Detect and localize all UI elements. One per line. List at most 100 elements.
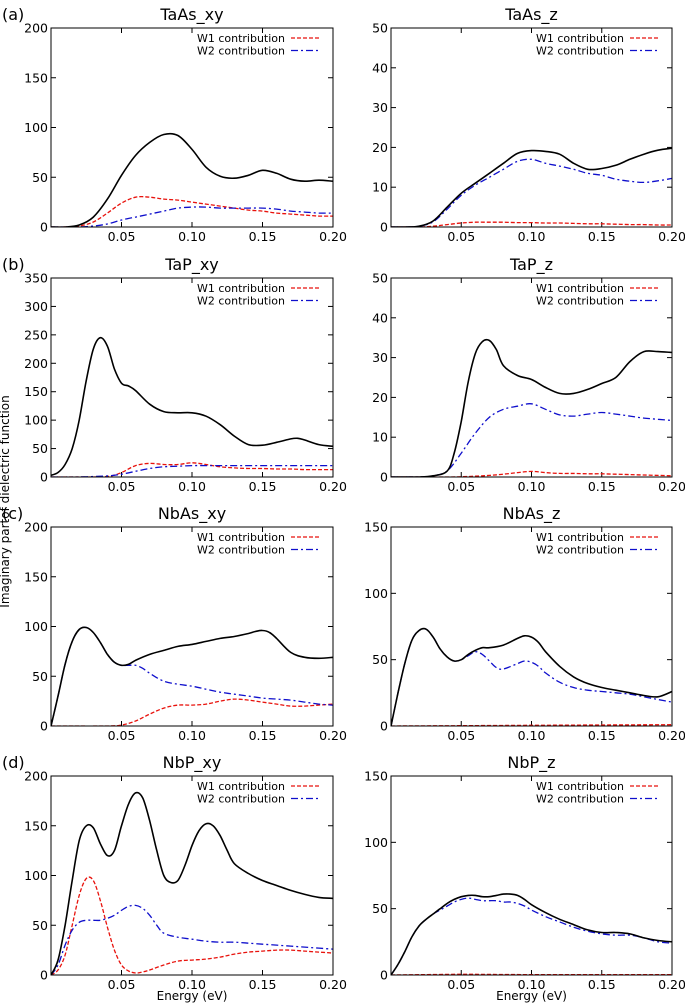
x-tick-label: 0.10 <box>178 728 206 743</box>
y-tick-label: 0 <box>40 470 48 485</box>
x-tick-label: 0.05 <box>108 728 136 743</box>
x-tick-label: 0.20 <box>319 479 347 494</box>
panel-title: NbAs_z <box>503 504 561 524</box>
y-tick-label: 50 <box>32 170 48 185</box>
x-tick-label: 0.05 <box>108 977 136 992</box>
y-tick-label: 350 <box>24 271 48 286</box>
panel-title: NbAs_xy <box>158 504 226 524</box>
y-tick-label: 50 <box>32 918 48 933</box>
x-tick-label: 0.05 <box>447 479 475 494</box>
y-tick-label: 100 <box>364 586 388 601</box>
y-tick-label: 200 <box>24 21 48 36</box>
series-w2-line <box>391 627 672 726</box>
series-w2-line <box>51 904 333 975</box>
plot-frame <box>50 775 334 976</box>
x-tick-label: 0.20 <box>319 977 347 992</box>
x-tick-label: 0.05 <box>447 977 475 992</box>
x-tick-label: 0.15 <box>249 479 277 494</box>
series-total-line <box>391 147 672 227</box>
y-tick-label: 200 <box>24 769 48 784</box>
panel-title: TaAs_z <box>504 5 558 25</box>
legend-label: W1 contribution <box>197 780 285 793</box>
x-tick-label: 0.15 <box>249 229 277 244</box>
panel-letter: (c) <box>2 504 23 523</box>
x-tick-label: 0.20 <box>319 728 347 743</box>
legend-label: W2 contribution <box>536 544 624 557</box>
xlabel-right: Energy (eV) <box>496 989 567 1003</box>
y-tick-label: 10 <box>372 180 388 195</box>
series-total-line <box>51 336 333 477</box>
y-tick-label: 150 <box>364 769 388 784</box>
legend-label: W1 contribution <box>536 780 624 793</box>
panel-taas-xy: 0.05 0.10 0.15 0.20 0 50 100 150 200 TaAs_xy (a) W1… <box>2 5 347 244</box>
y-tick-label: 100 <box>24 120 48 135</box>
x-tick-label: 0.05 <box>447 229 475 244</box>
panel-nbp-xy: 0.05 0.10 0.15 0.20 0 50 100 150 200 NbP_xy (d) W1 … <box>2 753 347 992</box>
y-tick-label: 50 <box>32 669 48 684</box>
panel-title: NbP_z <box>507 753 555 773</box>
panel-nbas-z: 0.05 0.10 0.15 0.20 0 50 100 150 NbAs_z W1 contri… <box>364 504 685 743</box>
x-tick-label: 0.20 <box>319 229 347 244</box>
legend-label: W1 contribution <box>197 282 285 295</box>
x-tick-label: 0.10 <box>518 229 546 244</box>
plot-frame <box>50 27 334 228</box>
series-w2-line <box>51 464 333 477</box>
y-tick-label: 150 <box>24 384 48 399</box>
panel-tap-xy: 0.05 0.10 0.15 0.20 0 50 100 150 200 250 300 350 TaP… <box>2 255 347 494</box>
x-tick-label: 0.20 <box>658 977 685 992</box>
y-tick-label: 0 <box>380 719 388 734</box>
panel-letter: (d) <box>2 753 25 772</box>
y-tick-label: 0 <box>40 719 48 734</box>
x-tick-label: 0.20 <box>658 479 685 494</box>
series-w2-line <box>51 626 333 726</box>
series-w1-line <box>51 462 333 477</box>
panel-title: TaP_z <box>509 255 553 275</box>
y-tick-label: 50 <box>372 21 388 36</box>
y-tick-label: 0 <box>380 968 388 983</box>
y-tick-label: 150 <box>24 818 48 833</box>
y-tick-label: 0 <box>40 968 48 983</box>
panel-letter: (b) <box>2 255 25 274</box>
panel-grid: 0.05 0.10 0.15 0.20050100150200TaAs_xy(a)W1… <box>2 5 685 992</box>
legend-label: W2 contribution <box>536 793 624 806</box>
legend-label: W1 contribution <box>536 282 624 295</box>
y-tick-label: 300 <box>24 299 48 314</box>
series-total-line <box>391 627 672 726</box>
plot-frame <box>50 277 334 478</box>
series-total-line <box>391 338 672 477</box>
x-tick-label: 0.05 <box>108 479 136 494</box>
y-tick-label: 100 <box>364 835 388 850</box>
x-tick-label: 0.20 <box>658 229 685 244</box>
x-tick-label: 0.15 <box>249 728 277 743</box>
panel-nbas-xy: 0.05 0.10 0.15 0.20 0 50 100 150 200 NbAs_xy (c) W1… <box>2 504 347 743</box>
x-tick-label: 0.10 <box>518 728 546 743</box>
y-tick-label: 100 <box>24 413 48 428</box>
x-tick-label: 0.15 <box>588 977 616 992</box>
panel-tap-z: 0.05 0.10 0.15 0.20 0 10 20 30 40 50 TaP_z W1 contr… <box>372 255 685 494</box>
legend-label: W2 contribution <box>197 295 285 308</box>
panel-taas-z: 0.05 0.10 0.15 0.20 0 10 20 30 40 50 TaAs_z W1 cont… <box>372 5 685 244</box>
plot-frame <box>50 526 334 727</box>
panel-nbp-z: 0.05 0.10 0.15 0.20 0 50 100 150 NbP_z W1 contrib… <box>364 753 685 992</box>
series-total-line <box>51 626 333 726</box>
series-w1-line <box>51 876 333 975</box>
series-w1-line <box>391 470 672 477</box>
plot-frame <box>390 526 673 727</box>
x-tick-label: 0.05 <box>447 728 475 743</box>
legend-label: W2 contribution <box>536 45 624 58</box>
panel-title: TaAs_xy <box>159 5 223 25</box>
legend-label: W2 contribution <box>197 45 285 58</box>
legend-label: W1 contribution <box>197 531 285 544</box>
series-w2-line <box>51 206 333 227</box>
y-tick-label: 100 <box>24 619 48 634</box>
y-tick-label: 40 <box>372 310 388 325</box>
y-tick-label: 100 <box>24 868 48 883</box>
y-tick-label: 150 <box>364 520 388 535</box>
x-tick-label: 0.10 <box>178 977 206 992</box>
x-tick-label: 0.15 <box>249 977 277 992</box>
series-total-line <box>51 132 333 227</box>
series-w1-line <box>391 221 672 227</box>
y-tick-label: 50 <box>372 652 388 667</box>
x-tick-label: 0.15 <box>588 229 616 244</box>
panel-title: NbP_xy <box>163 753 222 773</box>
